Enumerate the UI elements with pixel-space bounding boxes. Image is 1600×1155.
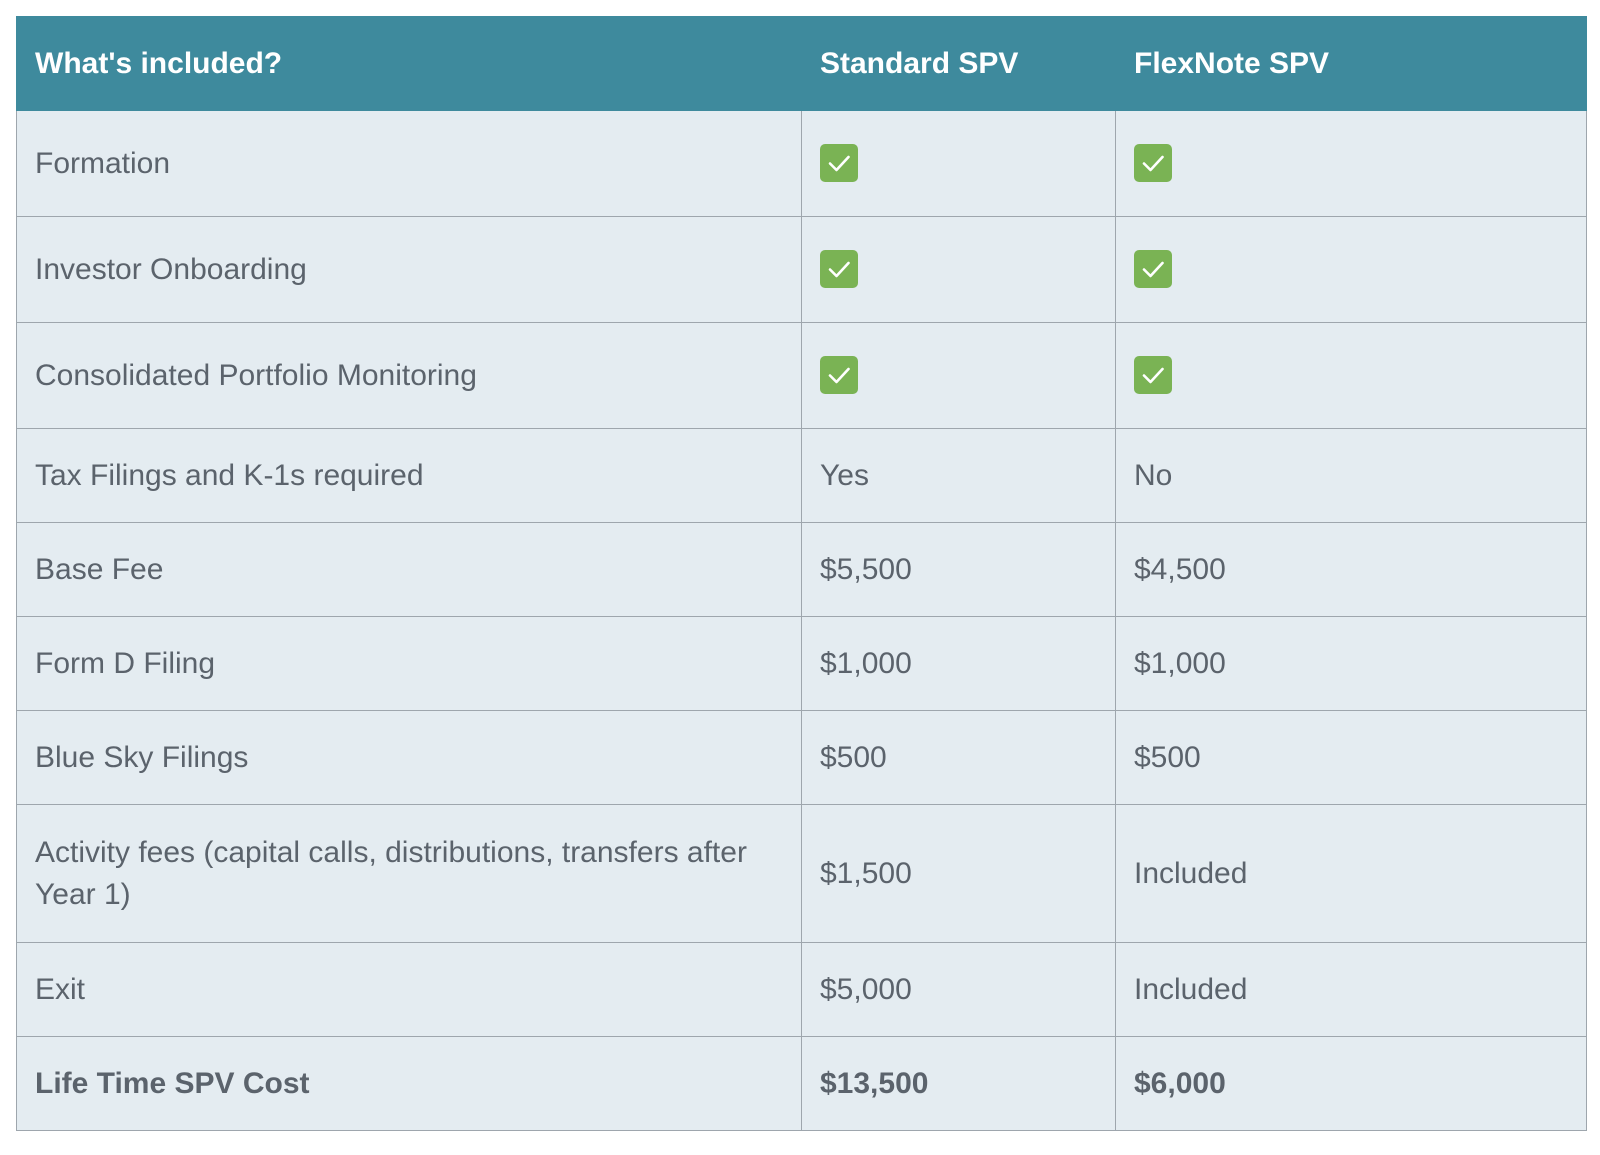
comparison-table-container: What's included? Standard SPV FlexNote S…: [16, 16, 1587, 1131]
table-row: Blue Sky Filings $500 $500: [16, 710, 1587, 805]
flexnote-cell: $4,500: [1115, 522, 1587, 617]
flexnote-cell: Included: [1115, 942, 1587, 1037]
standard-cell: $1,000: [801, 616, 1116, 711]
header-flexnote-spv: FlexNote SPV: [1115, 16, 1587, 111]
check-icon: [820, 249, 858, 288]
total-flexnote: $6,000: [1115, 1036, 1587, 1131]
standard-cell: Yes: [801, 428, 1116, 523]
feature-label: Form D Filing: [16, 616, 802, 711]
feature-label: Formation: [16, 110, 802, 217]
check-icon: [1134, 249, 1172, 288]
table-header-row: What's included? Standard SPV FlexNote S…: [16, 16, 1587, 111]
standard-cell: $1,500: [801, 804, 1116, 943]
standard-cell: [801, 322, 1116, 429]
feature-label: Exit: [16, 942, 802, 1037]
feature-label: Tax Filings and K-1s required: [16, 428, 802, 523]
standard-cell: $5,000: [801, 942, 1116, 1037]
total-standard: $13,500: [801, 1036, 1116, 1131]
feature-label: Base Fee: [16, 522, 802, 617]
table-row: Formation: [16, 110, 1587, 217]
feature-label: Activity fees (capital calls, distributi…: [16, 804, 802, 943]
table-row: Consolidated Portfolio Monitoring: [16, 322, 1587, 429]
standard-cell: [801, 110, 1116, 217]
table-row: Form D Filing $1,000 $1,000: [16, 616, 1587, 711]
feature-label: Investor Onboarding: [16, 216, 802, 323]
table-row: Exit $5,000 Included: [16, 942, 1587, 1037]
table-row: Tax Filings and K-1s required Yes No: [16, 428, 1587, 523]
table-row: Base Fee $5,500 $4,500: [16, 522, 1587, 617]
flexnote-cell: [1115, 216, 1587, 323]
flexnote-cell: Included: [1115, 804, 1587, 943]
spv-comparison-table: What's included? Standard SPV FlexNote S…: [16, 16, 1587, 1131]
flexnote-cell: [1115, 322, 1587, 429]
feature-label: Consolidated Portfolio Monitoring: [16, 322, 802, 429]
flexnote-cell: $1,000: [1115, 616, 1587, 711]
check-icon: [820, 355, 858, 394]
standard-cell: [801, 216, 1116, 323]
feature-label: Blue Sky Filings: [16, 710, 802, 805]
standard-cell: $500: [801, 710, 1116, 805]
table-row: Investor Onboarding: [16, 216, 1587, 323]
flexnote-cell: $500: [1115, 710, 1587, 805]
flexnote-cell: [1115, 110, 1587, 217]
table-total-row: Life Time SPV Cost $13,500 $6,000: [16, 1036, 1587, 1131]
check-icon: [1134, 143, 1172, 182]
check-icon: [1134, 355, 1172, 394]
flexnote-cell: No: [1115, 428, 1587, 523]
table-row: Activity fees (capital calls, distributi…: [16, 804, 1587, 943]
header-whats-included: What's included?: [16, 16, 802, 111]
standard-cell: $5,500: [801, 522, 1116, 617]
total-label: Life Time SPV Cost: [16, 1036, 802, 1131]
header-standard-spv: Standard SPV: [801, 16, 1116, 111]
check-icon: [820, 143, 858, 182]
